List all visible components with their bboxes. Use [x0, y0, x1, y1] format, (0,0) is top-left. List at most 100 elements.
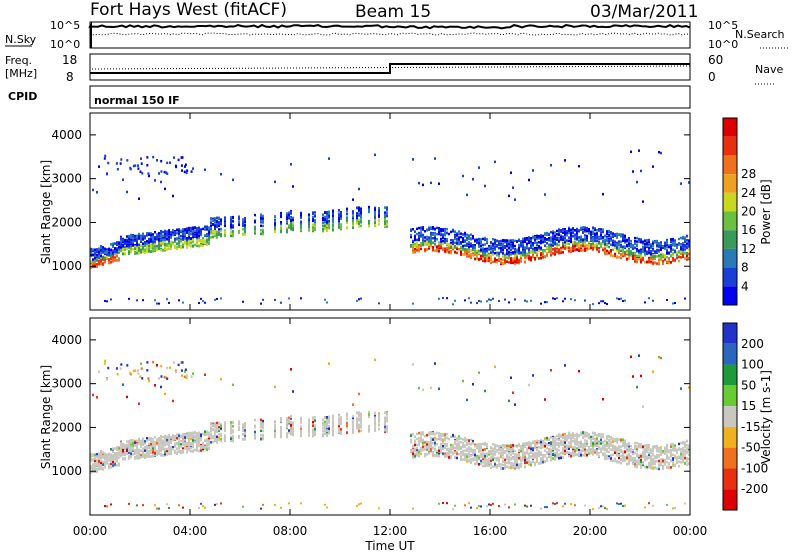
power-cell — [568, 227, 570, 231]
power-cell — [128, 246, 130, 249]
velocity-cell — [202, 443, 204, 447]
power-cell — [356, 222, 358, 225]
power-cell — [202, 300, 204, 303]
power-cell — [610, 243, 612, 246]
velocity-cell — [198, 442, 200, 445]
velocity-cell — [274, 424, 276, 428]
power-cell — [126, 238, 128, 242]
velocity-cell — [300, 426, 302, 429]
velocity-cell — [332, 420, 334, 423]
power-cell — [490, 241, 492, 244]
power-cell — [546, 233, 548, 236]
power-cell — [430, 226, 432, 230]
power-cell — [660, 244, 662, 247]
power-cell — [183, 170, 186, 174]
power-cell — [530, 242, 532, 246]
power-cell — [602, 239, 604, 243]
power-cell — [206, 225, 208, 229]
power-cell — [680, 242, 682, 246]
power-cell — [358, 224, 360, 228]
power-cell — [602, 300, 604, 303]
power-cell — [488, 254, 490, 257]
velocity-cell — [384, 420, 386, 423]
power-cell — [134, 252, 136, 255]
power-cell — [428, 243, 430, 247]
power-cell — [616, 241, 618, 245]
velocity-cell — [260, 424, 262, 428]
power-cell — [538, 236, 540, 240]
power-cell — [558, 243, 560, 247]
power-cell — [378, 218, 380, 222]
nave-label: Nave — [755, 63, 783, 76]
power-cell — [486, 238, 488, 241]
power-cell — [182, 229, 184, 232]
velocity-cell — [114, 463, 116, 466]
power-cell — [528, 241, 530, 245]
velocity-cell — [374, 426, 376, 429]
power-cell — [636, 244, 638, 247]
power-cell — [530, 258, 532, 262]
velocity-cell — [384, 427, 386, 430]
power-cell — [172, 229, 174, 232]
power-cell — [180, 240, 182, 243]
velocity-cell — [104, 454, 106, 458]
velocity-cell — [244, 434, 246, 438]
power-cell — [534, 248, 536, 252]
power-cell — [142, 299, 144, 302]
velocity-cell — [146, 450, 148, 453]
velocity-cell — [340, 428, 342, 431]
power-cell — [480, 242, 482, 245]
power-cell — [458, 247, 460, 251]
power-cell — [326, 213, 328, 217]
power-cell — [300, 226, 302, 229]
power-cell — [118, 245, 120, 249]
power-cell — [196, 229, 198, 233]
power-cell — [300, 212, 302, 215]
power-cell — [558, 233, 560, 237]
power-cell — [634, 239, 636, 243]
power-cell — [164, 246, 166, 249]
power-cell — [674, 251, 676, 255]
power-cell — [578, 164, 580, 168]
power-cell — [672, 242, 674, 246]
velocity-cell — [162, 454, 164, 457]
velocity-cell — [128, 445, 130, 449]
power-cell — [290, 216, 292, 220]
velocity-cell — [154, 384, 156, 387]
power-cell — [456, 232, 458, 235]
velocity-cell — [360, 419, 362, 422]
velocity-cell — [186, 436, 188, 439]
velocity-cell — [230, 437, 232, 440]
power-cell — [118, 248, 120, 251]
power-cell — [554, 235, 556, 238]
cpid-value: normal 150 IF — [94, 94, 180, 107]
power-cell — [514, 244, 516, 248]
power-cell — [564, 236, 566, 239]
colorbar-swatch — [723, 230, 737, 249]
power-cell — [156, 244, 158, 248]
power-cell — [172, 242, 174, 246]
power-cell — [416, 243, 418, 246]
power-cell — [488, 252, 490, 256]
power-cell — [652, 247, 654, 251]
power-cell — [510, 261, 512, 265]
power-cell — [178, 232, 180, 235]
power-cell — [326, 221, 328, 225]
velocity-cell — [198, 443, 200, 447]
power-cell — [170, 240, 172, 244]
power-cell — [606, 239, 608, 243]
velocity-cell — [200, 444, 202, 448]
power-cell — [564, 230, 566, 234]
power-cell — [138, 243, 140, 247]
velocity-cell — [130, 438, 132, 442]
velocity-cell — [324, 420, 326, 424]
power-cell — [460, 242, 462, 246]
power-cell — [580, 248, 582, 252]
velocity-cell — [178, 434, 180, 438]
power-cell — [510, 243, 512, 247]
velocity-cell — [326, 426, 328, 430]
velocity-cell — [104, 462, 106, 465]
power-cell — [218, 233, 220, 236]
power-cell — [548, 248, 550, 252]
